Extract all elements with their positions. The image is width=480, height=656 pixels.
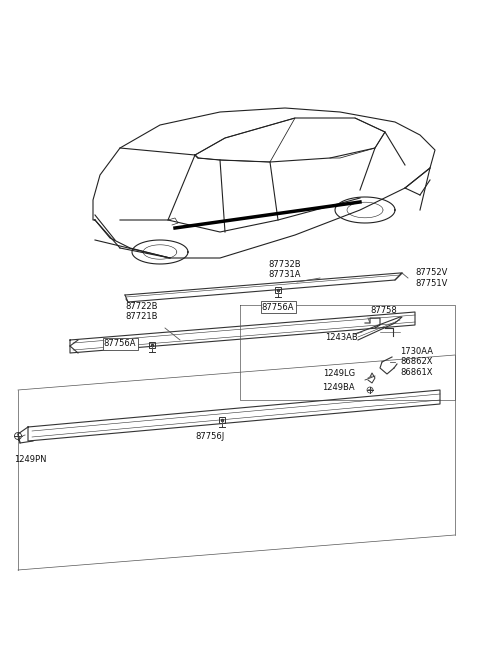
Text: 87756A: 87756A	[104, 340, 136, 348]
Text: 1730AA
86862X
86861X: 1730AA 86862X 86861X	[400, 347, 433, 377]
Text: 87732B
87731A: 87732B 87731A	[269, 260, 301, 279]
Text: 1249PN: 1249PN	[14, 455, 46, 464]
Bar	[275, 287, 281, 293]
Text: 87752V
87751V: 87752V 87751V	[415, 268, 447, 288]
Text: 87722B
87721B: 87722B 87721B	[126, 302, 158, 321]
Text: 87756A: 87756A	[262, 302, 294, 312]
Text: 1249BA: 1249BA	[323, 384, 355, 392]
Bar	[149, 342, 155, 348]
Bar	[219, 417, 225, 423]
Text: 87756J: 87756J	[195, 432, 225, 441]
Text: 1243AB: 1243AB	[325, 333, 358, 342]
Text: 87758: 87758	[370, 306, 397, 315]
Text: 1249LG: 1249LG	[323, 369, 355, 377]
